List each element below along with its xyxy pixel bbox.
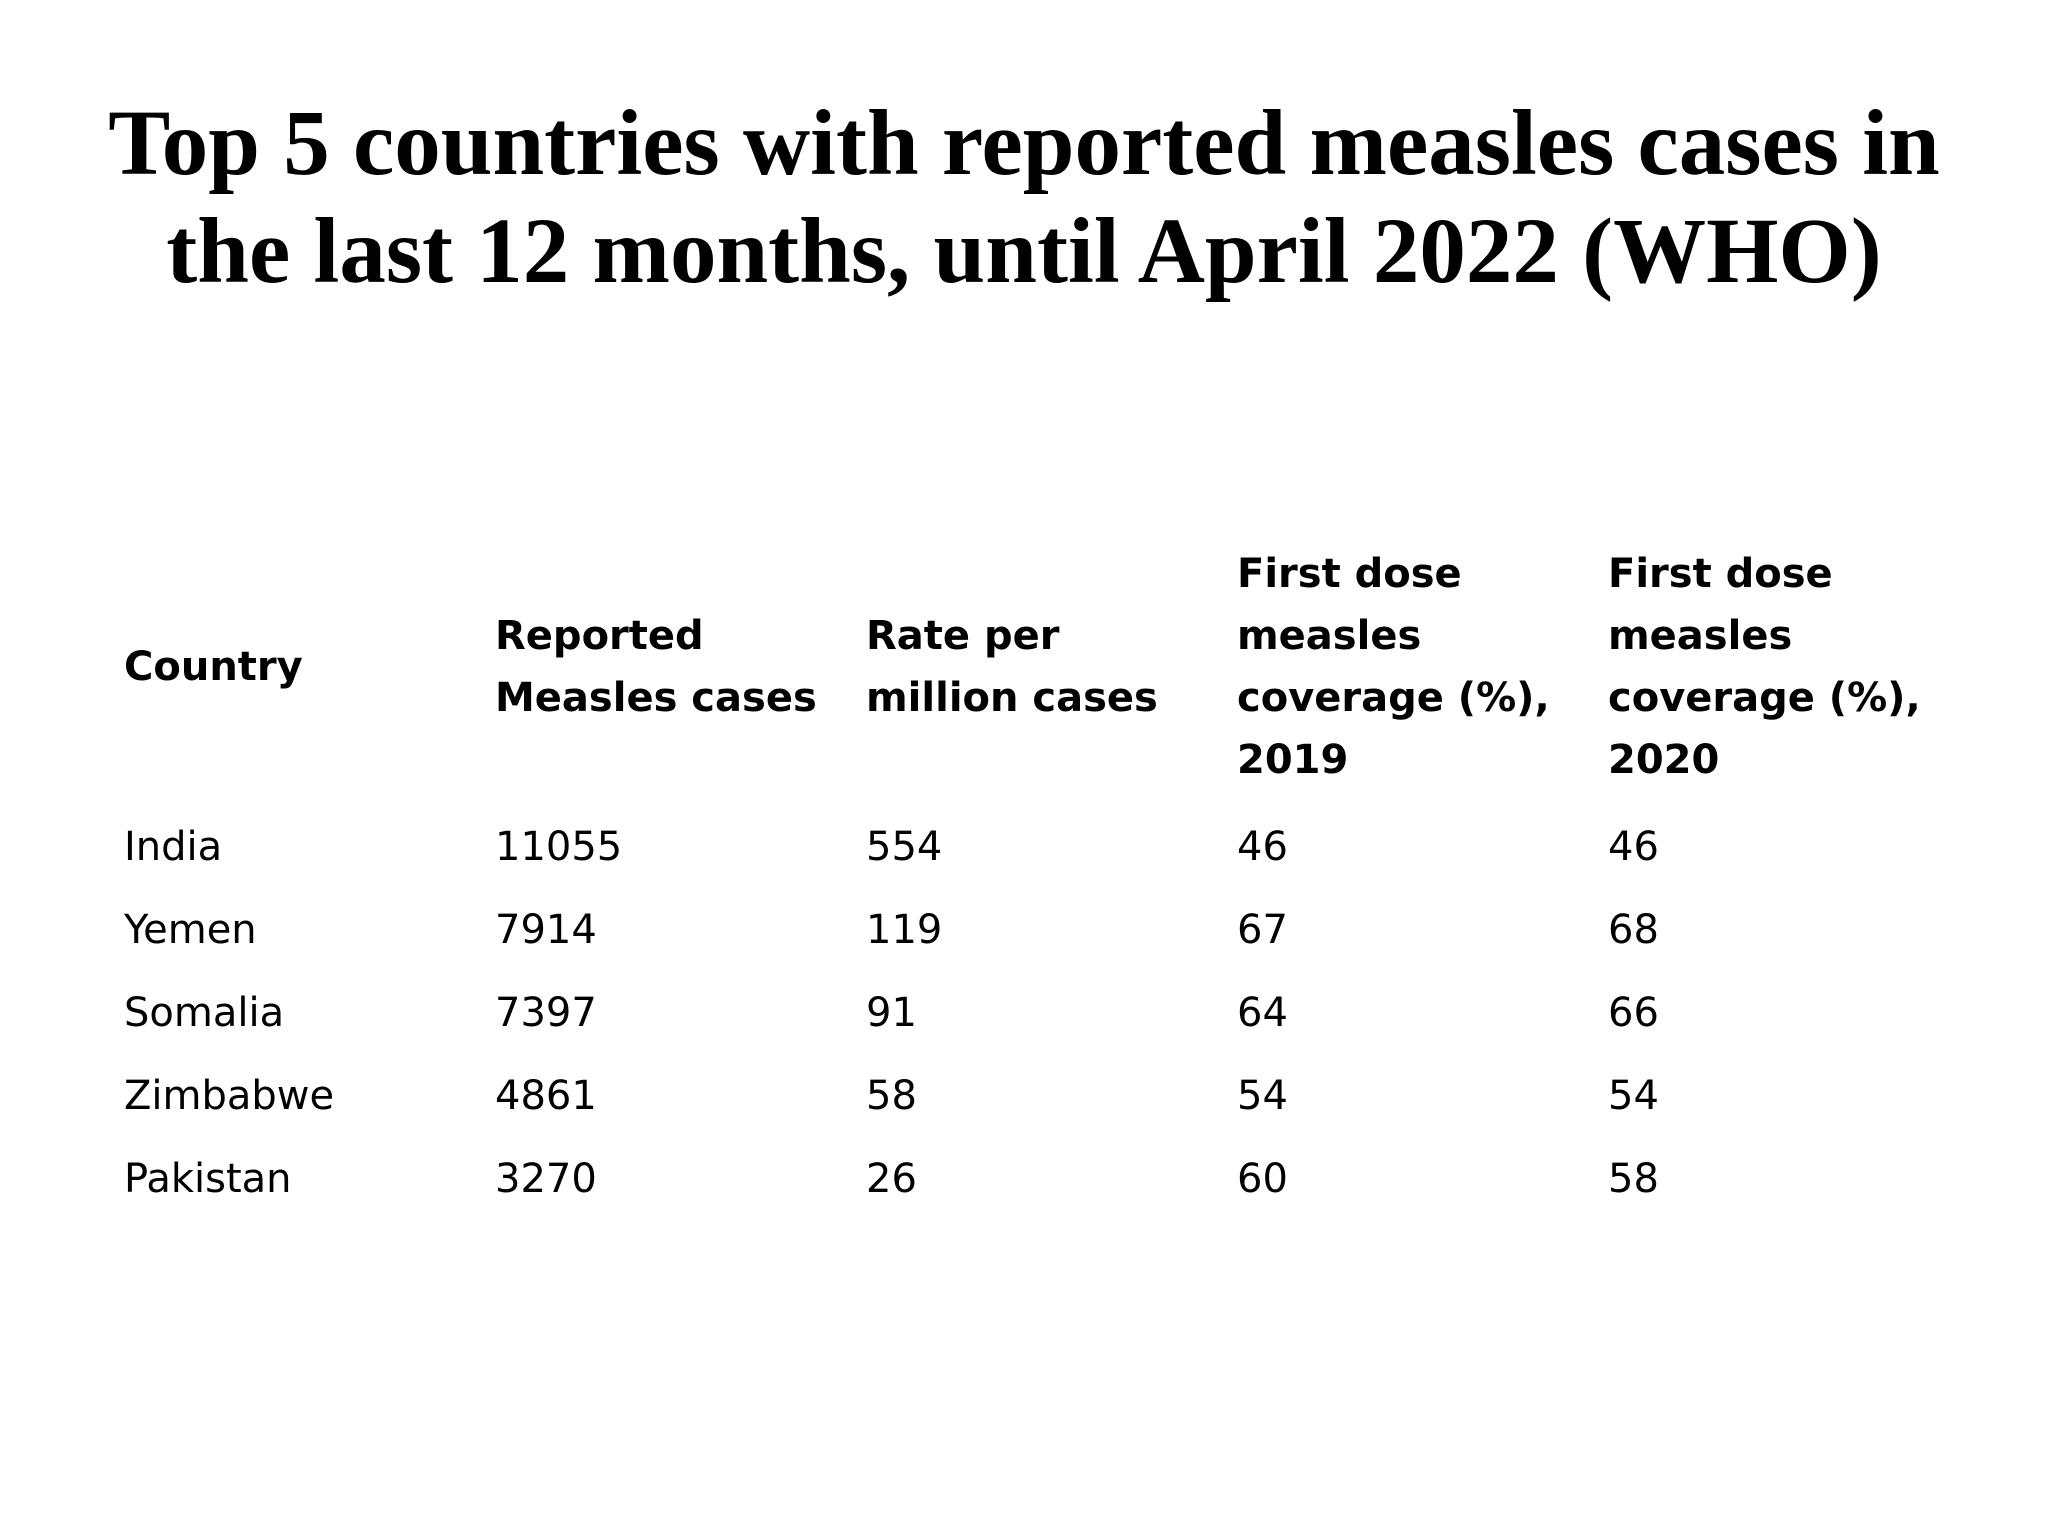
cell-rate-per-million: 58 xyxy=(866,1072,917,1119)
cell-country: Pakistan xyxy=(124,1155,292,1202)
header-reported-cases: Reported Measles cases xyxy=(495,613,817,721)
table-row: Somalia 7397 91 64 66 xyxy=(112,971,1967,1054)
cell-coverage-2019: 64 xyxy=(1237,989,1288,1036)
slide-title-line-2: the last 12 months, until April 2022 (WH… xyxy=(166,200,1882,303)
slide-title: Top 5 countries with reported measles ca… xyxy=(60,90,1988,306)
cell-reported-cases: 7914 xyxy=(495,906,597,953)
cell-reported-cases: 4861 xyxy=(495,1072,597,1119)
cell-rate-per-million: 91 xyxy=(866,989,917,1036)
cell-country: Somalia xyxy=(124,989,285,1036)
cell-coverage-2019: 46 xyxy=(1237,823,1288,870)
table-header-row: Country Reported Measles cases Rate per … xyxy=(112,543,1967,805)
cell-rate-per-million: 119 xyxy=(866,906,943,953)
cell-coverage-2020: 46 xyxy=(1608,823,1659,870)
header-rate-per-million: Rate per million cases xyxy=(866,613,1158,721)
cell-coverage-2020: 66 xyxy=(1608,989,1659,1036)
cell-country: India xyxy=(124,823,223,870)
table-row: Yemen 7914 119 67 68 xyxy=(112,888,1967,971)
cell-coverage-2019: 60 xyxy=(1237,1155,1288,1202)
cell-rate-per-million: 26 xyxy=(866,1155,917,1202)
measles-table: Country Reported Measles cases Rate per … xyxy=(112,543,1967,1220)
cell-reported-cases: 7397 xyxy=(495,989,597,1036)
cell-reported-cases: 11055 xyxy=(495,823,623,870)
table-row: Pakistan 3270 26 60 58 xyxy=(112,1137,1967,1220)
header-coverage-2019: First dose measles coverage (%), 2019 xyxy=(1237,551,1550,783)
cell-coverage-2020: 54 xyxy=(1608,1072,1659,1119)
table-row: Zimbabwe 4861 58 54 54 xyxy=(112,1054,1967,1137)
cell-country: Zimbabwe xyxy=(124,1072,335,1119)
table-row: India 11055 554 46 46 xyxy=(112,805,1967,888)
cell-coverage-2019: 67 xyxy=(1237,906,1288,953)
slide-title-line-1: Top 5 countries with reported measles ca… xyxy=(108,92,1940,195)
cell-reported-cases: 3270 xyxy=(495,1155,597,1202)
cell-rate-per-million: 554 xyxy=(866,823,943,870)
header-coverage-2020: First dose measles coverage (%), 2020 xyxy=(1608,551,1921,783)
cell-coverage-2019: 54 xyxy=(1237,1072,1288,1119)
cell-coverage-2020: 68 xyxy=(1608,906,1659,953)
header-country: Country xyxy=(124,644,303,690)
cell-country: Yemen xyxy=(124,906,257,953)
cell-coverage-2020: 58 xyxy=(1608,1155,1659,1202)
